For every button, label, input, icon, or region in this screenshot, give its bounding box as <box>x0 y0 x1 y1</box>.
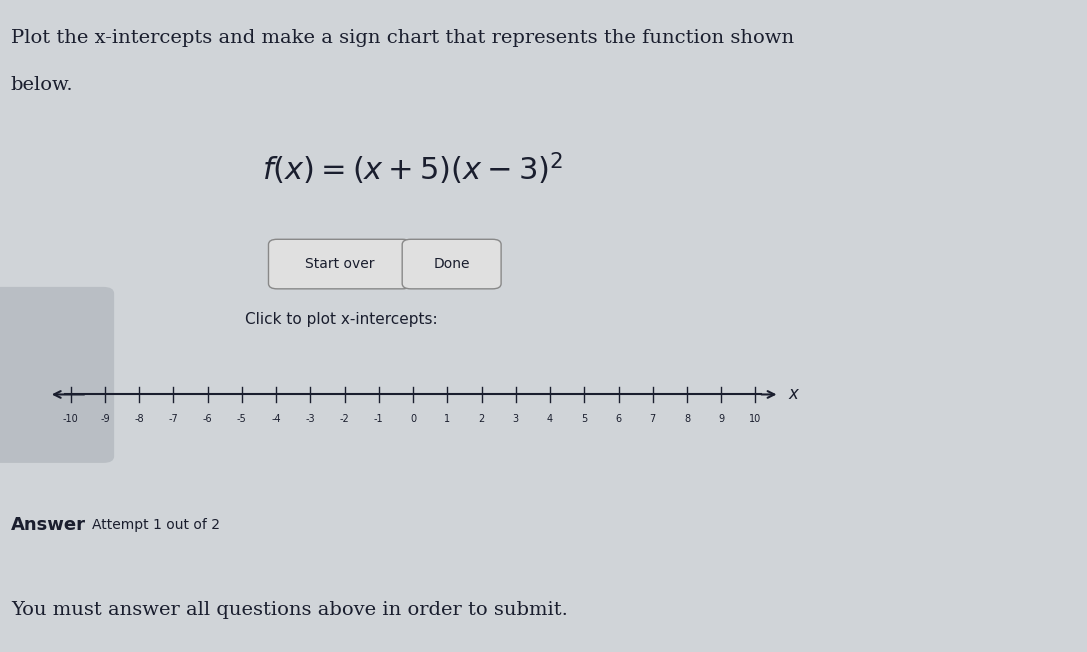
Text: -3: -3 <box>305 414 315 424</box>
Text: -4: -4 <box>272 414 280 424</box>
Text: -7: -7 <box>168 414 178 424</box>
Text: 4: 4 <box>547 414 553 424</box>
Text: Plot the x-intercepts and make a sign chart that represents the function shown: Plot the x-intercepts and make a sign ch… <box>11 29 794 48</box>
FancyBboxPatch shape <box>402 239 501 289</box>
Text: $x$: $x$ <box>788 386 800 403</box>
Text: Answer: Answer <box>11 516 86 534</box>
Text: Start over: Start over <box>305 257 374 271</box>
Text: 8: 8 <box>684 414 690 424</box>
Text: -6: -6 <box>203 414 212 424</box>
Text: -1: -1 <box>374 414 384 424</box>
FancyBboxPatch shape <box>268 239 411 289</box>
Text: 3: 3 <box>513 414 518 424</box>
Text: Click to plot x-intercepts:: Click to plot x-intercepts: <box>245 312 437 327</box>
Text: -9: -9 <box>100 414 110 424</box>
Text: 5: 5 <box>582 414 587 424</box>
Text: -8: -8 <box>135 414 143 424</box>
Text: 0: 0 <box>410 414 416 424</box>
Text: 9: 9 <box>719 414 724 424</box>
Text: 2: 2 <box>478 414 485 424</box>
Text: $f(x) = (x+5)(x-3)^{2}$: $f(x) = (x+5)(x-3)^{2}$ <box>262 151 564 188</box>
Text: -5: -5 <box>237 414 247 424</box>
Text: Attempt 1 out of 2: Attempt 1 out of 2 <box>92 518 221 532</box>
Text: -10: -10 <box>63 414 78 424</box>
FancyBboxPatch shape <box>0 287 114 463</box>
Text: 7: 7 <box>650 414 655 424</box>
Text: You must answer all questions above in order to submit.: You must answer all questions above in o… <box>11 600 567 619</box>
Text: 1: 1 <box>445 414 450 424</box>
Text: 6: 6 <box>615 414 622 424</box>
Text: below.: below. <box>11 76 74 95</box>
Text: Done: Done <box>434 257 470 271</box>
Text: -2: -2 <box>340 414 349 424</box>
Text: 10: 10 <box>749 414 762 424</box>
